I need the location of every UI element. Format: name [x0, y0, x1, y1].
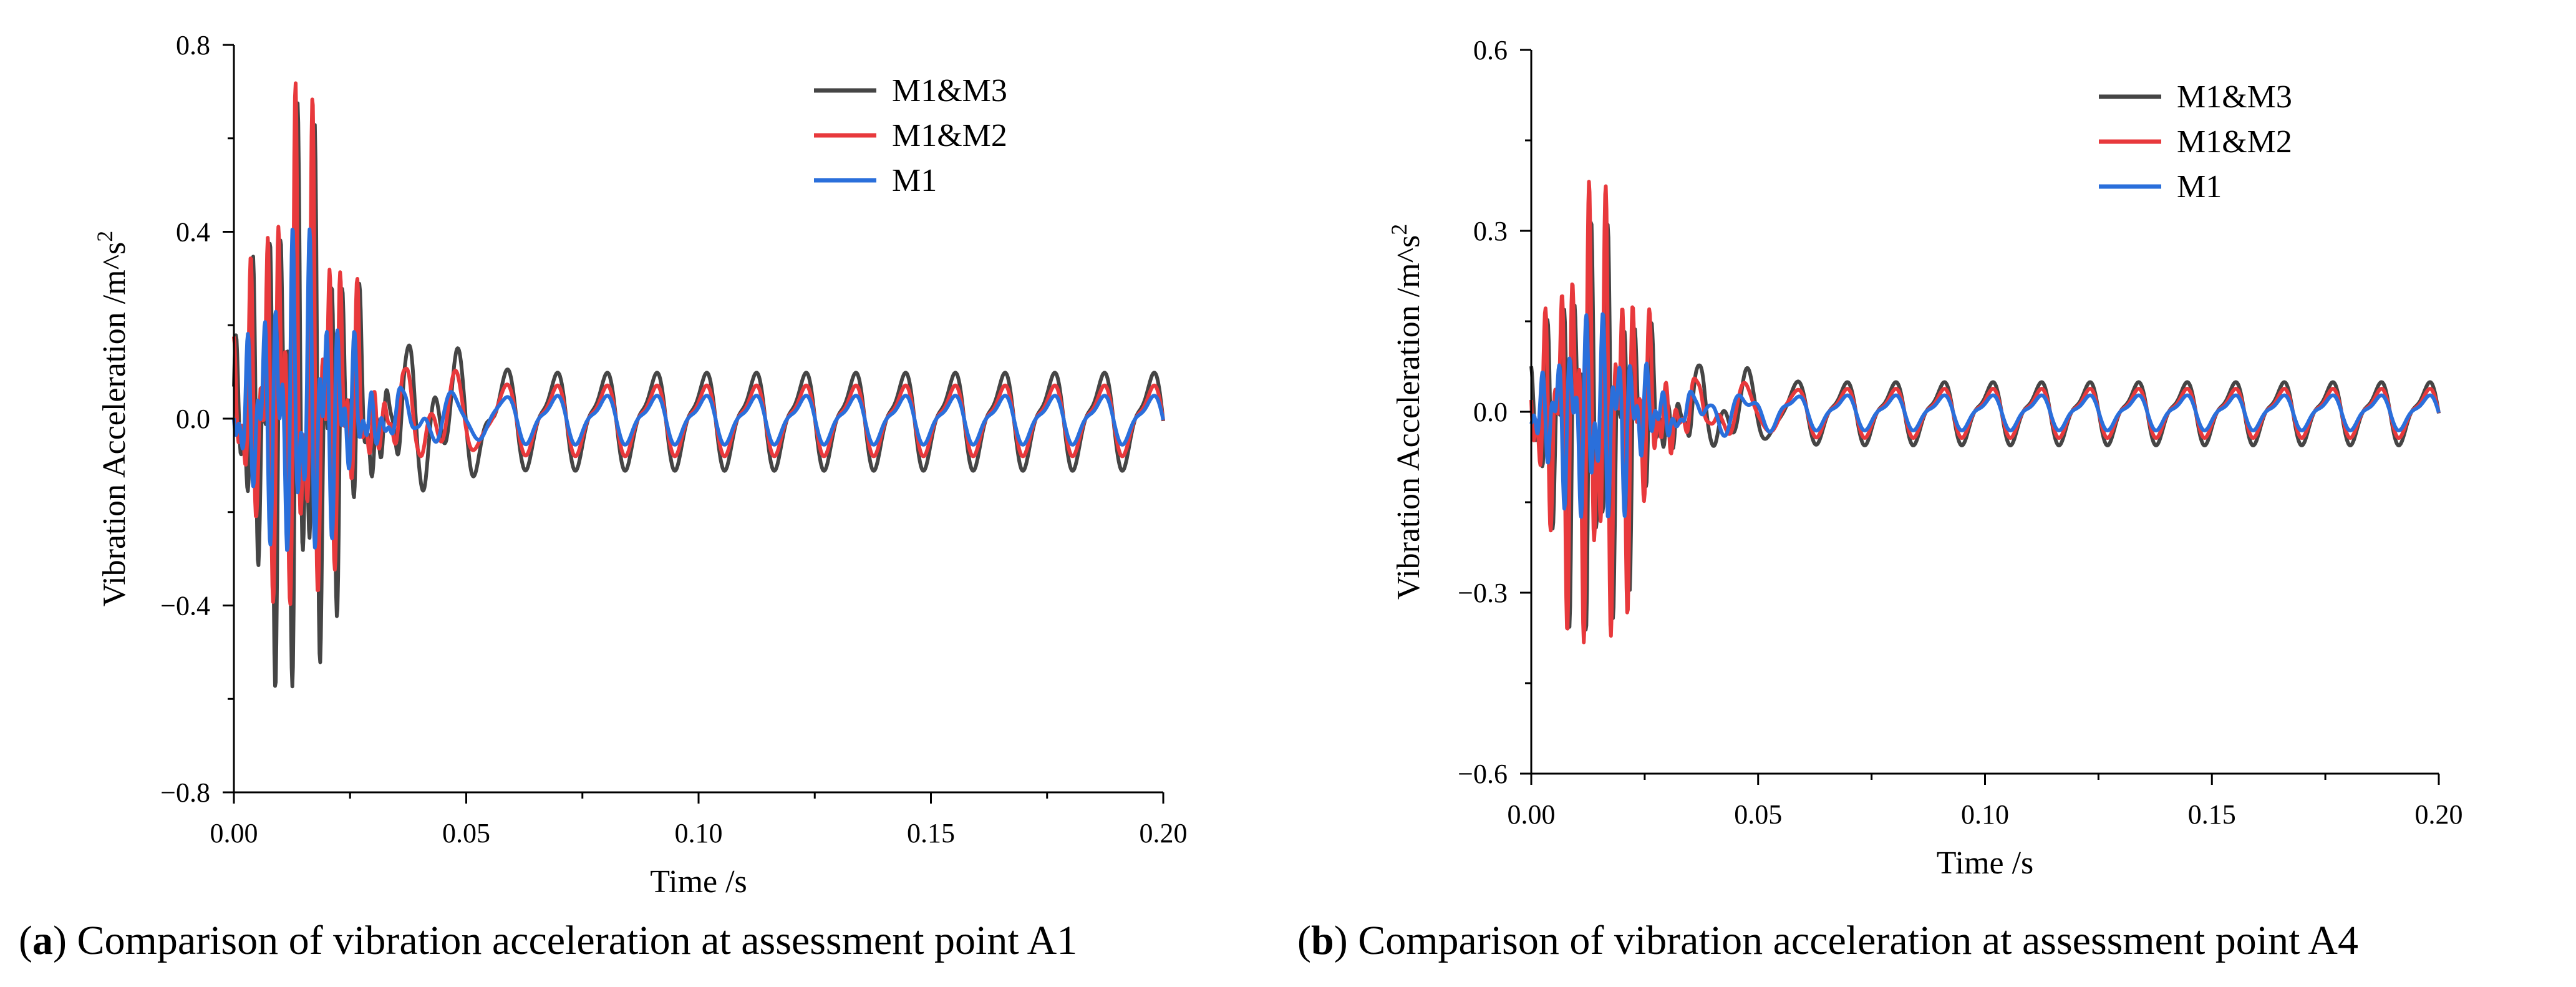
y-tick-label: −0.8	[160, 777, 210, 808]
x-tick-label: 0.10	[675, 818, 723, 848]
x-tick-label: 0.20	[2415, 799, 2463, 830]
legend-label: M1	[2177, 169, 2222, 205]
caption-a-open: (	[19, 918, 32, 963]
y-tick-label: 0.4	[176, 217, 210, 248]
y-axis-label-main: Vibration Acceleration /m^s	[1391, 235, 1426, 600]
x-tick-label: 0.05	[442, 818, 490, 848]
caption-b-letter: b	[1310, 918, 1334, 963]
y-tick-label: 0.6	[1473, 35, 1508, 66]
legend-label: M1&M3	[2177, 79, 2292, 115]
caption-a-text: Comparison of vibration acceleration at …	[77, 918, 1078, 963]
caption-a-close: )	[52, 918, 77, 963]
x-tick-label: 0.00	[210, 818, 258, 848]
x-tick-label: 0.15	[2188, 799, 2236, 830]
y-tick-label: 0.8	[176, 30, 210, 61]
x-tick-label: 0.10	[1961, 799, 2009, 830]
y-axis-label-sup: 2	[1387, 224, 1411, 235]
series-line-M1	[1529, 312, 2441, 519]
chart-a: 0.00 0.05 0.10 0.15 0.20 −0.8 −0.4 0.0 0.4 0.8 Tim…	[92, 30, 1188, 900]
x-axis-label: Time /s	[650, 864, 747, 900]
caption-b-close: )	[1334, 918, 1358, 963]
x-axis-label: Time /s	[1937, 845, 2034, 881]
series-line-M1&M3	[232, 101, 1165, 689]
series-line-M1&M2	[232, 81, 1165, 606]
legend-label: M1&M3	[892, 73, 1007, 109]
legend-label: M1&M2	[2177, 124, 2292, 160]
legend-label: M1&M2	[892, 118, 1007, 153]
y-tick-label: 0.0	[176, 404, 210, 434]
chart-b: 0.00 0.05 0.10 0.15 0.20 −0.6 −0.3 0.0 0.3 0.6 Tim…	[1387, 35, 2463, 881]
y-axis-label-main: Vibration Acceleration /m^s	[97, 242, 132, 606]
y-tick-label: 0.0	[1473, 397, 1508, 427]
y-tick-label: −0.6	[1458, 759, 1508, 789]
caption-b-text: Comparison of vibration acceleration at …	[1358, 918, 2358, 963]
x-tick-label: 0.05	[1734, 799, 1782, 830]
y-axis-label: Vibration Acceleration /m^s2	[1387, 224, 1426, 600]
y-axis-label: Vibration Acceleration /m^s2	[92, 231, 132, 606]
y-tick-label: −0.4	[160, 591, 210, 621]
x-tick-label: 0.00	[1508, 799, 1556, 830]
caption-b: (b) Comparison of vibration acceleration…	[1297, 917, 2358, 965]
y-tick-label: 0.3	[1473, 216, 1508, 246]
legend-label: M1	[892, 163, 937, 198]
x-tick-label: 0.20	[1140, 818, 1188, 848]
x-tick-label: 0.15	[907, 818, 955, 848]
caption-a-letter: a	[32, 918, 53, 963]
y-tick-label: −0.3	[1458, 578, 1508, 608]
caption-b-open: (	[1297, 918, 1311, 963]
caption-a: (a) Comparison of vibration acceleration…	[19, 917, 1077, 965]
y-axis-label-sup: 2	[92, 231, 117, 242]
series-line-M1	[232, 227, 1165, 552]
